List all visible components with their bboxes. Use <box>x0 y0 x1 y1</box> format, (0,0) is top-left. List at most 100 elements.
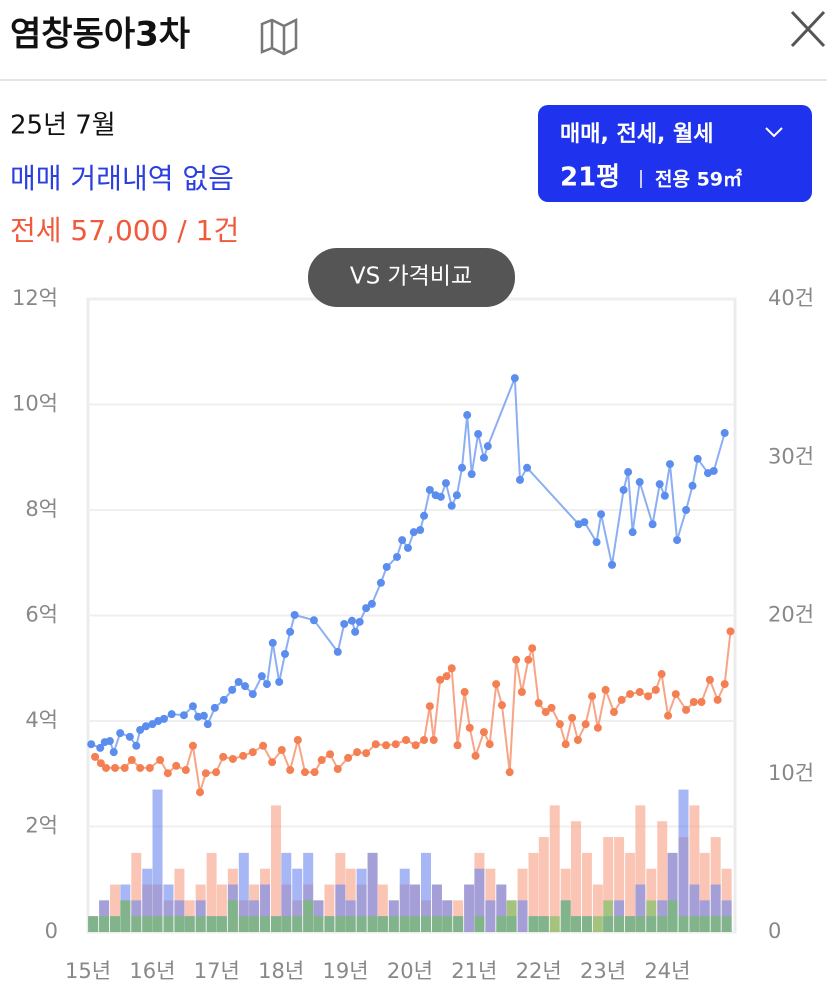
point <box>96 759 105 768</box>
bar <box>292 868 303 932</box>
point <box>665 460 674 469</box>
bar <box>335 916 346 932</box>
point <box>517 687 526 696</box>
point <box>568 713 577 722</box>
point <box>403 543 412 552</box>
point <box>425 485 434 494</box>
bar <box>570 821 581 932</box>
bar <box>581 916 592 932</box>
point <box>87 740 96 749</box>
bar-series <box>88 789 732 932</box>
point <box>492 680 501 689</box>
bar <box>356 868 367 932</box>
point <box>351 627 360 636</box>
y2-tick-label: 0 <box>768 919 781 943</box>
bar <box>710 916 721 932</box>
compare-button[interactable]: VS 가격비교 <box>308 248 515 307</box>
point <box>726 627 735 636</box>
bar <box>238 852 249 932</box>
bar <box>99 916 110 932</box>
bar <box>431 916 442 932</box>
sale-status: 매매 거래내역 없음 <box>10 162 234 195</box>
bar <box>474 916 485 932</box>
point <box>179 711 188 720</box>
bar <box>174 916 185 932</box>
point <box>436 675 445 684</box>
bar <box>238 916 249 932</box>
bar <box>399 916 410 932</box>
bar <box>614 837 625 932</box>
map-icon[interactable] <box>260 17 298 56</box>
point <box>382 562 391 571</box>
bar <box>120 900 131 932</box>
point <box>441 479 450 488</box>
bar <box>367 916 378 932</box>
point <box>402 735 411 744</box>
point <box>485 740 494 749</box>
point <box>523 463 532 472</box>
point <box>671 690 680 699</box>
chevron <box>765 127 783 138</box>
point <box>705 675 714 684</box>
bar <box>281 852 292 932</box>
bar <box>303 852 314 932</box>
point <box>326 750 335 759</box>
point <box>601 685 610 694</box>
bar <box>667 900 678 932</box>
point <box>660 491 669 500</box>
bar <box>517 900 528 932</box>
point <box>409 528 418 537</box>
bar <box>260 884 271 932</box>
point <box>505 768 514 777</box>
point <box>367 599 376 608</box>
point <box>333 647 342 656</box>
filter-types: 매매, 전세, 월세 <box>560 122 713 147</box>
point <box>353 748 362 757</box>
point <box>219 752 228 761</box>
point <box>300 768 309 777</box>
bar <box>464 884 475 932</box>
point <box>458 463 467 472</box>
point <box>120 763 129 772</box>
bar <box>356 916 367 932</box>
point <box>528 644 537 653</box>
point <box>145 763 154 772</box>
point <box>460 687 469 696</box>
bar <box>195 916 206 932</box>
bar <box>206 916 217 932</box>
bar <box>377 884 388 932</box>
point <box>452 491 461 500</box>
filter-button[interactable]: 매매, 전세, 월세 21평 전용 59㎡ <box>538 105 812 202</box>
bar <box>603 900 614 932</box>
bar <box>131 852 142 932</box>
point <box>344 753 353 762</box>
filter-area: 전용 59㎡ <box>655 168 742 191</box>
point <box>682 705 691 714</box>
bar <box>131 916 142 932</box>
point <box>234 677 243 686</box>
point <box>709 466 718 475</box>
y-tick-label: 8억 <box>25 497 58 521</box>
point <box>416 526 425 535</box>
point <box>555 720 564 729</box>
point <box>199 711 208 720</box>
point <box>713 695 722 704</box>
bar <box>689 884 700 932</box>
point <box>588 692 597 701</box>
point <box>172 761 181 770</box>
bar <box>313 916 324 932</box>
point <box>355 617 364 626</box>
bar <box>281 916 292 932</box>
point <box>290 610 299 619</box>
x-tick-label: 23년 <box>580 959 626 983</box>
close-button[interactable] <box>790 10 826 48</box>
bar <box>206 852 217 932</box>
point <box>628 528 637 537</box>
bar <box>216 916 227 932</box>
point <box>664 711 673 720</box>
point <box>163 769 172 778</box>
bar <box>163 916 174 932</box>
point <box>141 722 150 731</box>
